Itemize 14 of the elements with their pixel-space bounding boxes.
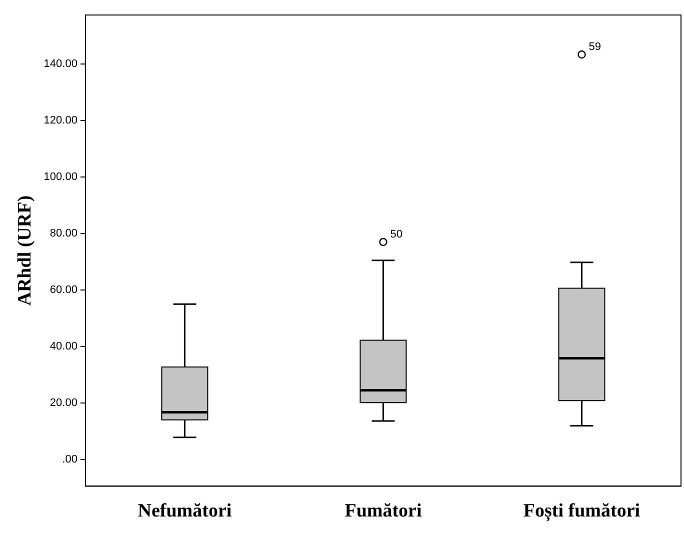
annotation: 50 bbox=[390, 228, 402, 241]
y-axis-title: ARhdl (URF) bbox=[14, 195, 36, 306]
y-tick-label: 20.00 bbox=[50, 396, 78, 409]
x-tick-label: Fumători bbox=[344, 500, 422, 522]
x-tick-label: Nefumători bbox=[138, 500, 232, 522]
y-tick-label: 120.00 bbox=[44, 114, 78, 127]
y-tick-label: 80.00 bbox=[50, 228, 78, 240]
x-tick-label: Foști fumători bbox=[523, 500, 640, 522]
y-tick-label: 40.00 bbox=[50, 340, 78, 352]
y-tick-label: 100.00 bbox=[44, 171, 78, 184]
y-tick-label: 140.00 bbox=[44, 58, 78, 70]
y-tick-label: 60.00 bbox=[50, 284, 78, 296]
y-tick-label: .00 bbox=[62, 453, 78, 466]
annotation: 59 bbox=[588, 41, 601, 54]
